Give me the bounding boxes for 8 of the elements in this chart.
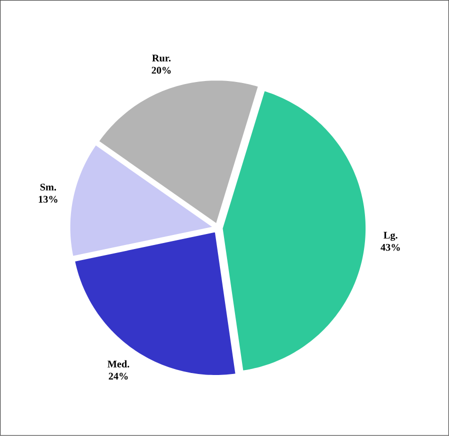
slice-label: Lg. bbox=[384, 232, 398, 241]
slice-label: Sm. bbox=[40, 184, 56, 191]
data-label: 20% bbox=[152, 66, 171, 74]
data-label: 13% bbox=[38, 196, 58, 203]
slice-label: Med. bbox=[108, 360, 130, 368]
data-label: 24% bbox=[108, 372, 128, 380]
data-label: 43% bbox=[380, 244, 400, 251]
slice-label: Rur. bbox=[152, 54, 171, 62]
